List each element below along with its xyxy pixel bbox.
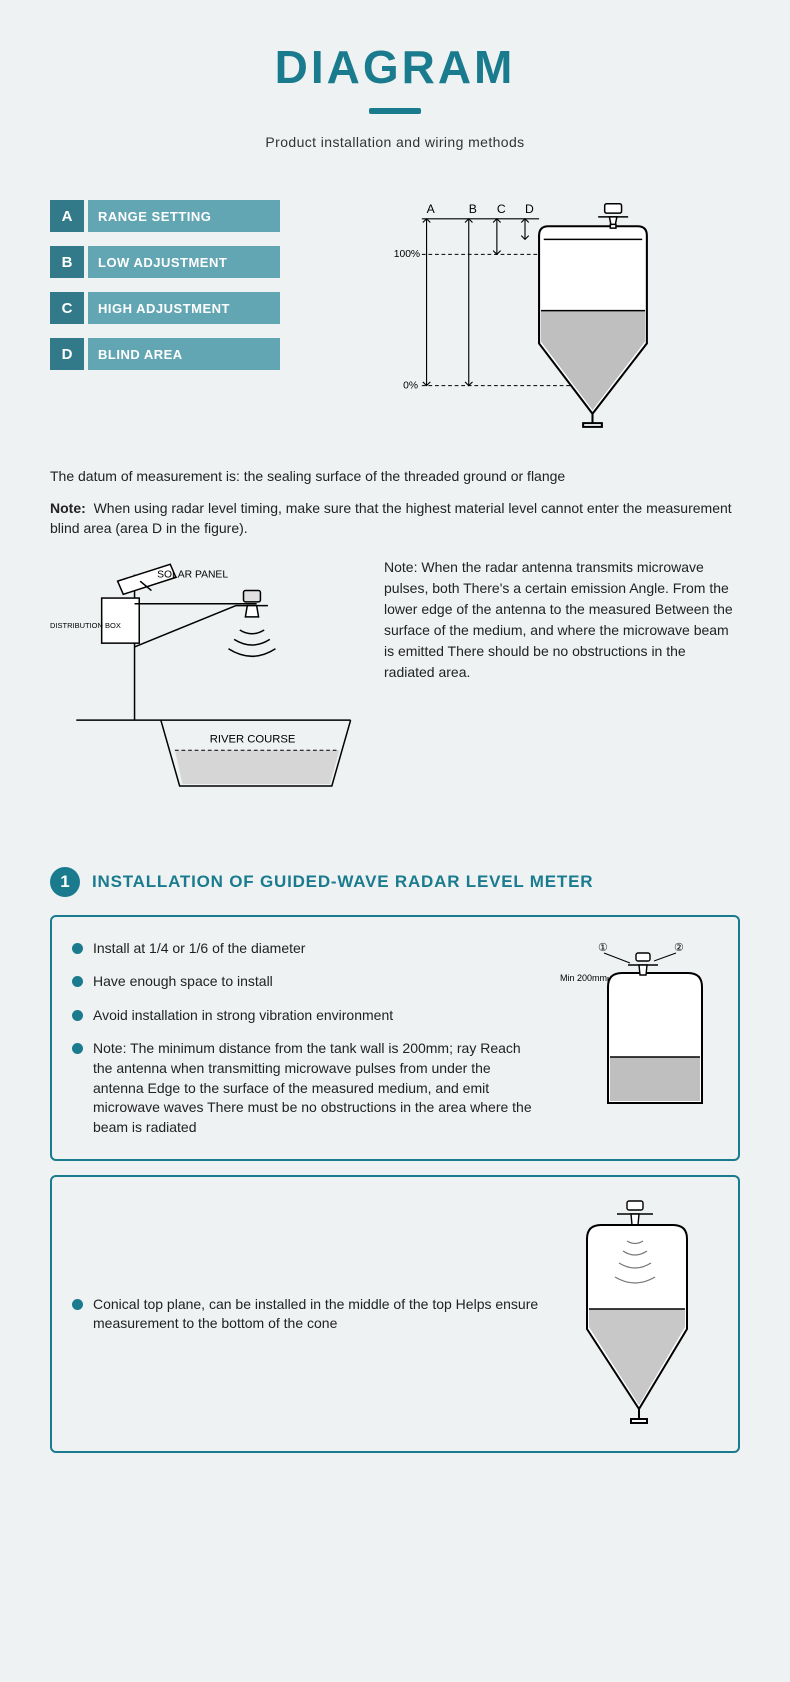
install-item: Install at 1/4 or 1/6 of the diameter (72, 939, 542, 959)
install-item-text: Have enough space to install (93, 972, 273, 992)
install-list-1: Install at 1/4 or 1/6 of the diameter Ha… (72, 939, 542, 1138)
bullet-icon (72, 1043, 83, 1054)
top-row: A RANGE SETTING B LOW ADJUSTMENT C HIGH … (50, 190, 740, 450)
legend-label: BLIND AREA (88, 338, 280, 370)
ref-letter: B (469, 202, 477, 216)
legend-item-a: A RANGE SETTING (50, 200, 280, 232)
legend-letter: B (50, 246, 84, 278)
install-item: Note: The minimum distance from the tank… (72, 1039, 542, 1137)
install-item: Avoid installation in strong vibration e… (72, 1006, 542, 1026)
install-item-text: Avoid installation in strong vibration e… (93, 1006, 393, 1026)
mid-note-text: Note: When the radar antenna transmits m… (384, 557, 740, 683)
tank-diagram-svg: A B C D (375, 190, 675, 450)
legend-letter: A (50, 200, 84, 232)
page-header: DIAGRAM Product installation and wiring … (50, 40, 740, 150)
install2-tank-svg (563, 1199, 713, 1429)
install-item: Conical top plane, can be installed in t… (72, 1295, 542, 1334)
bullet-icon (72, 976, 83, 987)
legend-item-d: D BLIND AREA (50, 338, 280, 370)
legend-label: LOW ADJUSTMENT (88, 246, 280, 278)
datum-text: The datum of measurement is: the sealing… (50, 468, 740, 484)
mid-row: SOLAR PANEL DISTRIBUTION BOX (50, 557, 740, 827)
solar-panel-label: SOLAR PANEL (157, 569, 228, 580)
install-box-1: Install at 1/4 or 1/6 of the diameter Ha… (50, 915, 740, 1162)
install-item: Have enough space to install (72, 972, 542, 992)
circled-1: ① (598, 942, 608, 954)
section-number-badge: 1 (50, 867, 80, 897)
section-title: INSTALLATION OF GUIDED-WAVE RADAR LEVEL … (92, 872, 593, 892)
legend-label: RANGE SETTING (88, 200, 280, 232)
min200-label: Min 200mm (560, 973, 607, 983)
pct-top-label: 100% (394, 249, 420, 260)
install-item-text: Note: The minimum distance from the tank… (93, 1039, 542, 1137)
section-header: 1 INSTALLATION OF GUIDED-WAVE RADAR LEVE… (50, 867, 740, 897)
river-course-label: RIVER COURSE (210, 733, 296, 745)
legend-item-b: B LOW ADJUSTMENT (50, 246, 280, 278)
install-item-text: Conical top plane, can be installed in t… (93, 1295, 542, 1334)
note-body: When using radar level timing, make sure… (50, 500, 732, 536)
page-subtitle: Product installation and wiring methods (50, 134, 740, 150)
install-svg-col-1: ① ② Min 200mm (558, 939, 718, 1119)
tank-diagram-column: A B C D (310, 190, 740, 450)
install-box-2: Conical top plane, can be installed in t… (50, 1175, 740, 1453)
note-row-1: Note: When using radar level timing, mak… (50, 498, 740, 539)
legend-letter: D (50, 338, 84, 370)
legend-label: HIGH ADJUSTMENT (88, 292, 280, 324)
install1-tank-svg: ① ② Min 200mm (558, 939, 718, 1119)
ref-letter: D (525, 202, 534, 216)
bullet-icon (72, 943, 83, 954)
distribution-box-label: DISTRIBUTION BOX (50, 621, 121, 630)
bullet-icon (72, 1010, 83, 1021)
note-label: Note: (50, 500, 86, 516)
pct-bottom-label: 0% (403, 380, 418, 391)
ref-letter: A (427, 202, 436, 216)
bullet-icon (72, 1299, 83, 1310)
solar-diagram-svg: SOLAR PANEL DISTRIBUTION BOX (50, 557, 360, 827)
legend-column: A RANGE SETTING B LOW ADJUSTMENT C HIGH … (50, 200, 280, 370)
legend-letter: C (50, 292, 84, 324)
install-item-text: Install at 1/4 or 1/6 of the diameter (93, 939, 305, 959)
page-title: DIAGRAM (50, 40, 740, 94)
circled-2: ② (674, 942, 684, 954)
install-svg-col-2 (558, 1199, 718, 1429)
install-list-2: Conical top plane, can be installed in t… (72, 1295, 542, 1334)
ref-letter: C (497, 202, 506, 216)
legend-item-c: C HIGH ADJUSTMENT (50, 292, 280, 324)
title-underline (369, 108, 421, 114)
